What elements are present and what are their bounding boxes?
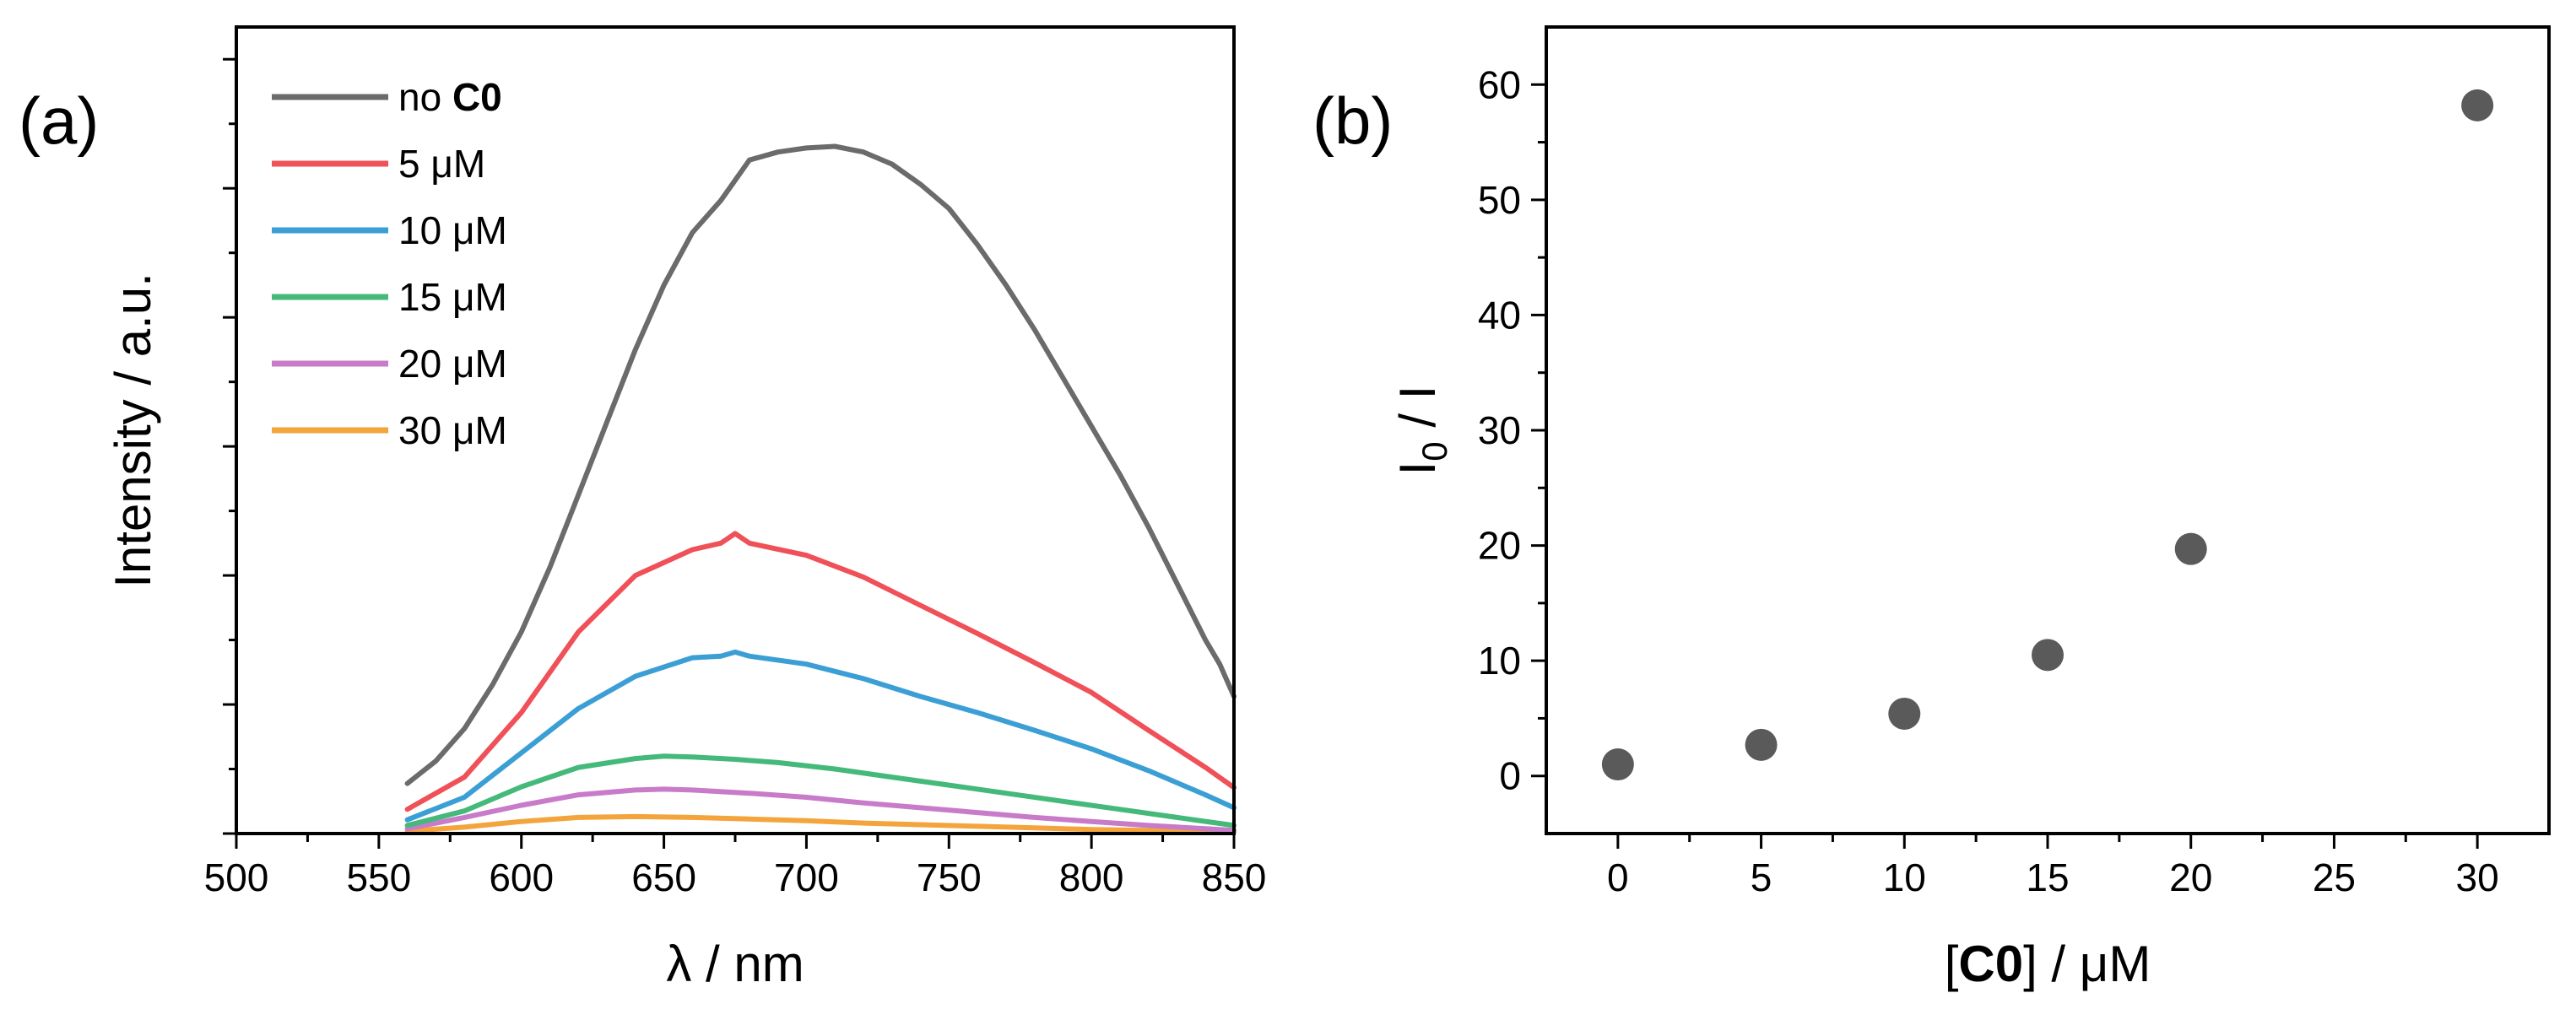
legend-entry: 5 μM (398, 142, 485, 186)
spectra-plot-frame (235, 25, 1236, 835)
x-axis-title-bold: C0 (1958, 936, 2023, 992)
legend-entry: 30 μM (398, 408, 507, 452)
stern-volmer-x-tick-labels: 0 5 10 15 20 25 30 (1607, 855, 2499, 899)
stern-volmer-ticks (1531, 83, 2479, 849)
panel-label-b: (b) (1312, 84, 1393, 158)
y-axis-title-subscript: 0 (1415, 441, 1454, 461)
spectra-x-tick-label: 500 (204, 855, 269, 899)
legend-entry-text: 15 μM (398, 275, 507, 319)
stern-volmer-x-axis-title: [C0] / μM (1945, 936, 2151, 992)
spectra-x-tick-label: 750 (917, 855, 982, 899)
sv-y-tick-label: 60 (1478, 62, 1521, 106)
data-point (2032, 639, 2064, 672)
spectrum-line (404, 786, 1237, 834)
legend-entry: 10 μM (398, 208, 507, 252)
legend-entry-bold: C0 (452, 75, 502, 119)
legend-entry-text: 10 μM (398, 208, 507, 252)
sv-x-tick-label: 5 (1751, 855, 1772, 899)
legend-entry-text: 5 μM (398, 142, 485, 186)
sv-y-tick-label: 50 (1478, 178, 1521, 222)
sv-x-tick-label: 0 (1607, 855, 1629, 899)
y-axis-title-suffix: / I (1389, 386, 1446, 442)
panel-label-a: (a) (19, 84, 99, 158)
spectra-x-tick-label: 600 (489, 855, 554, 899)
legend-entry: 20 μM (398, 342, 507, 386)
sv-y-tick-label: 30 (1478, 408, 1521, 452)
data-point (1601, 748, 1634, 781)
sv-y-tick-label: 20 (1478, 524, 1521, 568)
y-axis-title-main: I (1389, 461, 1446, 476)
spectrum-line (404, 753, 1237, 828)
x-axis-title-suffix: ] / μM (2023, 936, 2151, 992)
legend-entry: 15 μM (398, 275, 507, 319)
spectra-series-group (404, 143, 1237, 835)
stern-volmer-y-tick-labels: 0 10 20 30 40 50 60 (1478, 62, 1521, 797)
data-point (1888, 697, 1921, 730)
stern-volmer-y-axis-title: I0 / I (1389, 386, 1454, 476)
data-point (2461, 89, 2494, 121)
sv-y-tick-label: 10 (1478, 639, 1521, 683)
spectra-ticks (223, 57, 1236, 849)
spectra-x-tick-label: 850 (1202, 855, 1267, 899)
legend-entry: no C0 (398, 75, 502, 119)
spectra-x-tick-labels: 500 550 600 650 700 750 800 850 (204, 855, 1267, 899)
spectrum-line (404, 813, 1237, 835)
sv-y-tick-label: 0 (1499, 754, 1521, 798)
sv-x-tick-label: 10 (1883, 855, 1926, 899)
data-point (2174, 532, 2207, 565)
legend-entry-text: 20 μM (398, 342, 507, 386)
spectra-x-tick-label: 700 (774, 855, 839, 899)
spectrum-line (404, 143, 1237, 786)
stern-volmer-points (1601, 89, 2494, 781)
legend-entry-text: no (398, 75, 452, 119)
sv-x-tick-label: 30 (2456, 855, 2499, 899)
spectrum-line (404, 531, 1237, 812)
spectra-x-tick-label: 650 (631, 855, 696, 899)
spectra-x-tick-label: 800 (1059, 855, 1124, 899)
spectra-chart: 500 550 600 650 700 750 800 850 λ / nm Intensit… (105, 25, 1267, 992)
data-point (1745, 728, 1778, 761)
spectrum-line (404, 649, 1237, 823)
x-axis-title-prefix: [ (1945, 936, 1959, 992)
stern-volmer-plot-frame (1545, 25, 2551, 835)
spectra-x-tick-label: 550 (346, 855, 411, 899)
spectra-x-axis-title: λ / nm (666, 936, 804, 992)
sv-x-tick-label: 25 (2313, 855, 2356, 899)
sv-x-tick-label: 15 (2026, 855, 2069, 899)
legend-entry-text: 30 μM (398, 408, 507, 452)
sv-y-tick-label: 40 (1478, 293, 1521, 337)
spectra-y-axis-title: Intensity / a.u. (105, 273, 161, 588)
sv-x-tick-label: 20 (2169, 855, 2212, 899)
spectra-legend: no C0 5 μM 10 μM 15 μM 20 μM 30 μM (272, 75, 507, 452)
